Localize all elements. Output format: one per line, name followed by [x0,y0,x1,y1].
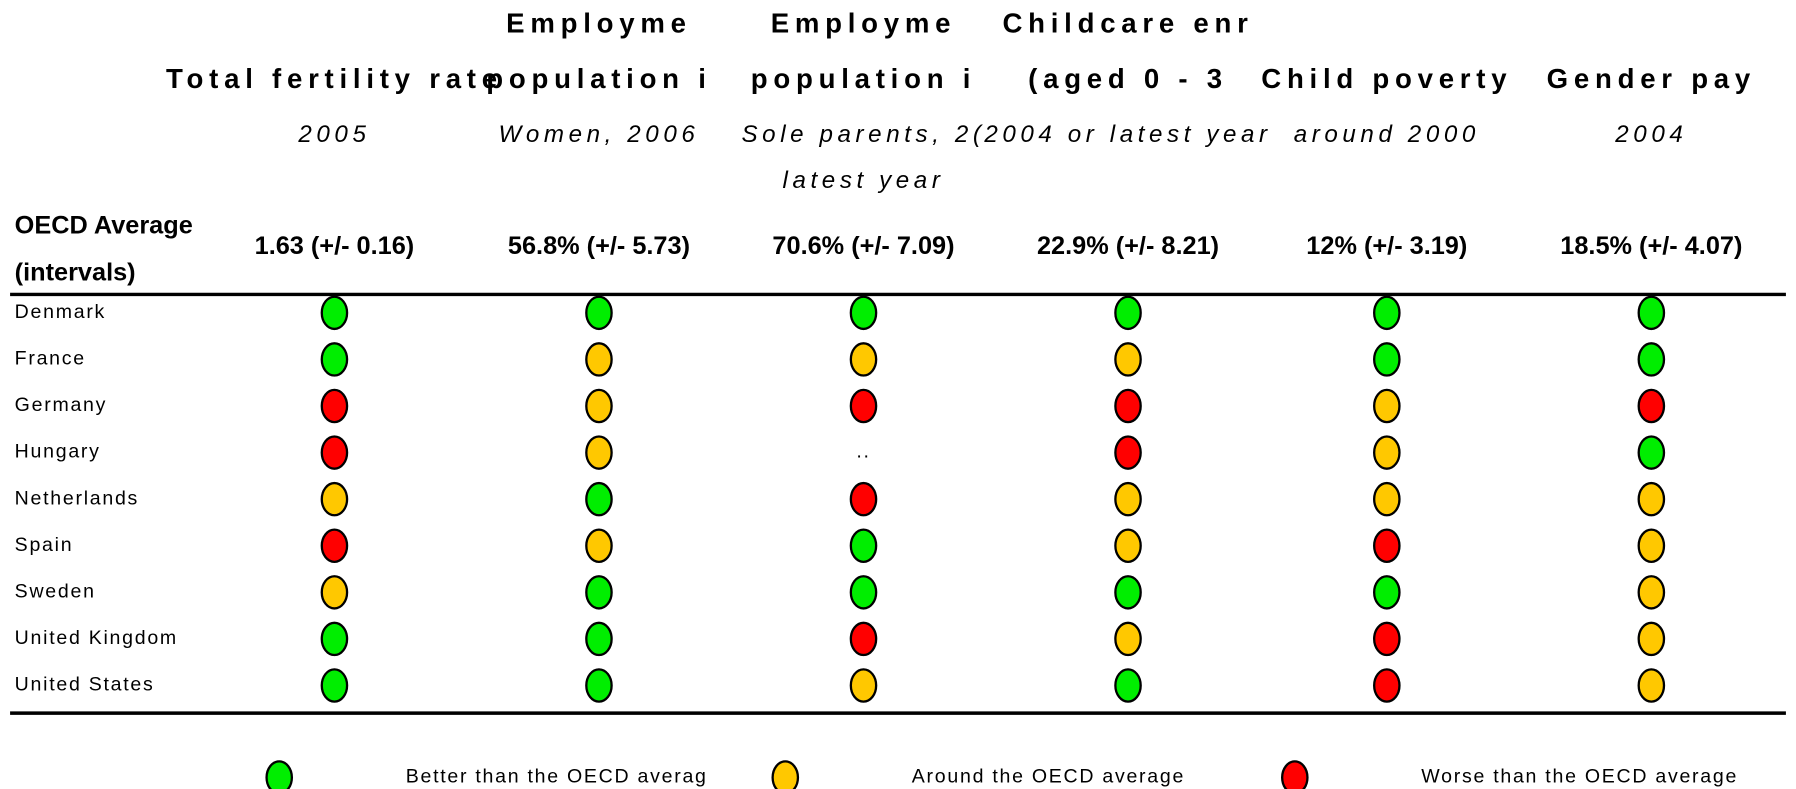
average: 1.63 (+/- 0.16) [255,232,415,260]
status-light [1114,342,1142,377]
status-light [1373,388,1401,424]
status-light [1114,528,1142,563]
status-light [1637,528,1666,563]
column-subtitle: around 2000 [1294,121,1480,148]
column-title: Employme [771,8,957,39]
status-light [320,295,349,331]
row-header: (intervals) [15,258,136,286]
status-light [585,621,613,657]
status-light [1373,481,1401,517]
status-light [320,481,349,517]
status-light [320,435,349,470]
row-label: Germany [15,394,107,416]
status-light [585,481,613,517]
status-light [849,668,878,703]
status-light [320,388,349,424]
row-label: Spain [15,534,74,556]
column-title: (aged 0 - 3 [1028,63,1228,94]
column-subtitle: latest year [783,167,945,194]
status-light [1373,668,1401,703]
status-light [585,575,613,610]
status-light [1637,435,1666,470]
status-light [1637,342,1666,377]
status-light [849,342,878,377]
status-light [1637,295,1666,331]
missing-value: .. [856,441,870,463]
status-light [320,621,349,657]
status-light [1637,388,1666,424]
column-subtitle: Women, 2006 [499,121,700,148]
column-title: population i [486,63,711,94]
row-label: Sweden [15,580,96,602]
status-light [1637,575,1666,610]
average: 70.6% (+/- 7.09) [772,232,954,260]
status-light [585,295,613,331]
row-header: OECD Average [15,211,193,239]
column-title: population i [751,63,976,94]
column-title: Total fertility rate [166,63,503,94]
column-title: Childcare enr [1002,8,1253,39]
average: 22.9% (+/- 8.21) [1037,232,1219,260]
status-light [849,621,878,657]
status-light [1373,575,1401,610]
legend-label: Better than the OECD averag [406,766,708,788]
status-light [1114,621,1142,657]
status-light [1637,621,1666,657]
status-light [1373,295,1401,331]
status-light [849,528,878,563]
row-label: United Kingdom [15,627,178,649]
status-light [320,668,349,703]
status-light [849,295,878,331]
status-light [320,575,349,610]
status-light [1114,575,1142,610]
status-light [1114,435,1142,470]
status-light [1373,435,1401,470]
average: 56.8% (+/- 5.73) [508,232,690,260]
status-light [849,575,878,610]
status-light [1373,528,1401,563]
status-light [1637,481,1666,517]
legend-label: Worse than the OECD average [1421,766,1738,788]
status-light [1114,668,1142,703]
status-light [585,342,613,377]
status-light [849,388,878,424]
row-label: United States [15,674,155,696]
column-title: Child poverty [1261,63,1512,94]
status-light [849,481,878,517]
row-label: France [15,348,86,370]
legend-swatch [265,760,294,789]
column-subtitle: 2005 [297,121,370,148]
row-label: Netherlands [15,487,139,509]
average: 12% (+/- 3.19) [1306,232,1467,260]
status-light [320,342,349,377]
legend-swatch [1281,760,1309,789]
status-light [1114,295,1142,331]
status-light [1114,388,1142,424]
column-subtitle: Sole parents, 2( [741,121,985,148]
status-light [585,668,613,703]
row-label: Denmark [15,301,106,323]
column-subtitle: 2004 or latest year [983,121,1271,148]
status-light [585,388,613,424]
status-light [585,528,613,563]
average: 18.5% (+/- 4.07) [1560,232,1742,260]
status-light [320,528,349,563]
legend-label: Around the OECD average [912,766,1185,788]
column-subtitle: 2004 [1614,121,1687,148]
status-light [585,435,613,470]
column-title: Gender pay [1547,63,1756,94]
legend-swatch [771,760,800,789]
row-label: Hungary [15,441,101,463]
status-light [1373,342,1401,377]
status-light [1114,481,1142,517]
status-light [1637,668,1666,703]
column-title: Employme [506,8,692,39]
status-light [1373,621,1401,657]
